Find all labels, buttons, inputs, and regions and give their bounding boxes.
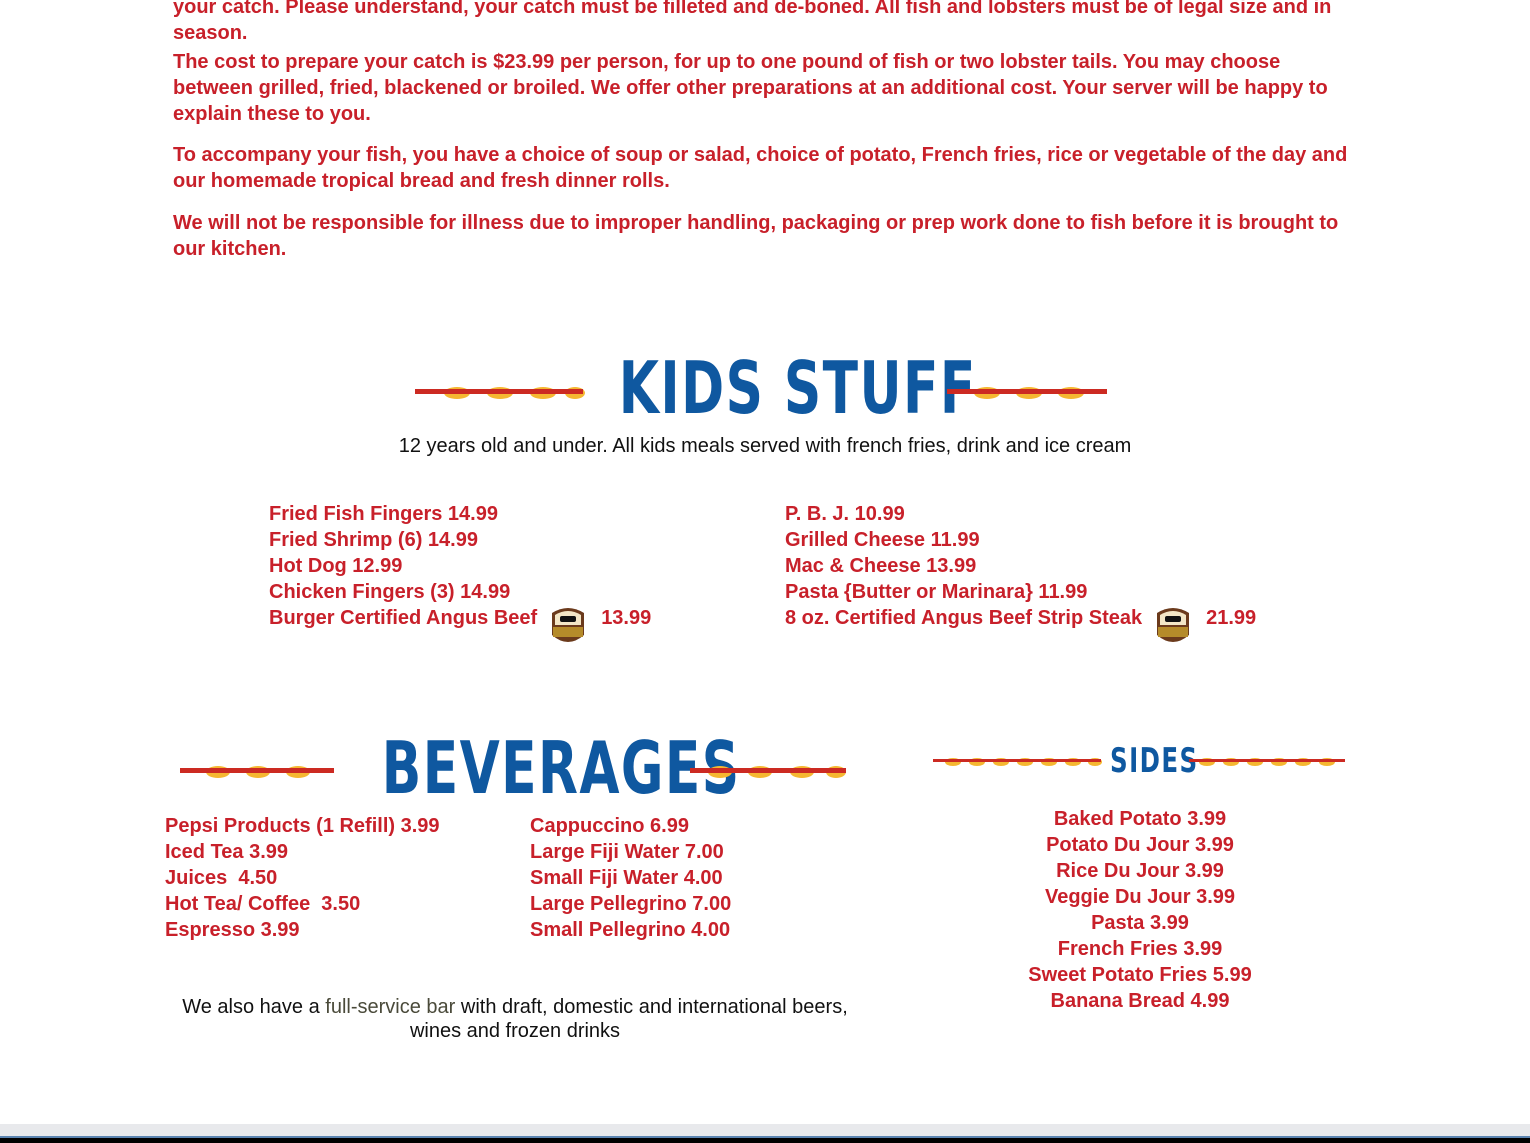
menu-item: Potato Du Jour 3.99 (1046, 834, 1234, 856)
menu-item: P. B. J. 10.99 (785, 503, 905, 525)
menu-item-price: 13.99 (601, 607, 652, 629)
certified-angus-beef-logo-icon (1157, 608, 1190, 642)
wavy-divider-icon (690, 766, 846, 778)
bar-note: We also have a full-service bar with dra… (175, 995, 855, 1043)
intro-paragraph: To accompany your fish, you have a choic… (173, 144, 1348, 192)
beverages-title: BEVERAGES (381, 726, 741, 810)
menu-item-price: 21.99 (1206, 607, 1257, 629)
menu-item: Large Fiji Water 7.00 (530, 841, 724, 863)
kids-menu-left: Fried Fish Fingers 14.99 Fried Shrimp (6… (269, 501, 651, 645)
wavy-divider-icon (415, 387, 585, 399)
menu-item: Hot Dog 12.99 (269, 555, 403, 577)
sides-list: Baked Potato 3.99 Potato Du Jour 3.99 Ri… (940, 806, 1340, 1014)
kids-title: KIDS STUFF (618, 346, 977, 430)
footer-accent-line (0, 1136, 1530, 1138)
menu-item: Chicken Fingers (3) 14.99 (269, 581, 511, 603)
bar-note-text: with draft, domestic and international b… (409, 996, 848, 1042)
menu-item: Rice Du Jour 3.99 (1056, 860, 1224, 882)
menu-item: 8 oz. Certified Angus Beef Strip Steak 21… (785, 605, 1256, 645)
menu-item: Burger Certified Angus Beef 13.99 (269, 605, 651, 645)
menu-item: Fried Shrimp (6) 14.99 (269, 529, 478, 551)
kids-menu-right: P. B. J. 10.99 Grilled Cheese 11.99 Mac … (785, 501, 1256, 645)
wavy-divider-icon (933, 758, 1102, 766)
intro-paragraph: The cost to prepare your catch is $23.99… (173, 51, 1328, 125)
kids-subtitle: 12 years old and under. All kids meals s… (398, 435, 1132, 457)
menu-item: Pasta 3.99 (1091, 912, 1189, 934)
intro-paragraph: We will not be responsible for illness d… (173, 212, 1339, 260)
menu-item: French Fries 3.99 (1057, 938, 1223, 960)
intro-paragraph: your catch. Please understand, your catc… (173, 0, 1332, 44)
wavy-divider-icon (1189, 758, 1345, 766)
menu-item-label: 8 oz. Certified Angus Beef Strip Steak (785, 607, 1143, 629)
full-service-bar-link[interactable]: full-service bar (325, 996, 456, 1018)
menu-item: Iced Tea 3.99 (165, 841, 289, 863)
menu-item: Pepsi Products (1 Refill) 3.99 (165, 815, 440, 837)
menu-item: Fried Fish Fingers 14.99 (269, 503, 498, 525)
menu-item: Baked Potato 3.99 (1053, 808, 1227, 830)
beverages-col-1: Pepsi Products (1 Refill) 3.99 Iced Tea … (165, 813, 440, 943)
bar-note-text: We also have a (182, 996, 326, 1018)
menu-item: Veggie Du Jour 3.99 (1044, 886, 1236, 908)
footer-bar (0, 1124, 1530, 1136)
sides-title: SIDES (1110, 741, 1199, 781)
certified-angus-beef-logo-icon (552, 608, 585, 642)
footer-edge (0, 1138, 1530, 1143)
menu-item: Banana Bread 4.99 (1050, 990, 1230, 1012)
menu-item: Grilled Cheese 11.99 (785, 529, 980, 551)
menu-item: Espresso 3.99 (165, 919, 300, 941)
menu-item: Mac & Cheese 13.99 (785, 555, 977, 577)
menu-item: Sweet Potato Fries 5.99 (1028, 964, 1252, 986)
menu-item: Small Pellegrino 4.00 (530, 919, 731, 941)
menu-item: Juices 4.50 (165, 867, 278, 889)
menu-item: Pasta {Butter or Marinara} 11.99 (785, 581, 1088, 603)
menu-item-label: Burger Certified Angus Beef (269, 607, 538, 629)
wavy-divider-icon (947, 387, 1107, 399)
menu-item: Hot Tea/ Coffee 3.50 (165, 893, 361, 915)
wavy-divider-icon (180, 766, 334, 778)
beverages-col-2: Cappuccino 6.99 Large Fiji Water 7.00 Sm… (530, 813, 731, 943)
menu-item: Large Pellegrino 7.00 (530, 893, 732, 915)
menu-item: Cappuccino 6.99 (530, 815, 689, 837)
menu-item: Small Fiji Water 4.00 (530, 867, 723, 889)
